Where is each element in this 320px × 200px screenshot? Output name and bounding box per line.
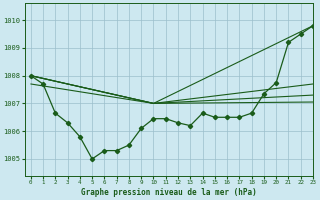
X-axis label: Graphe pression niveau de la mer (hPa): Graphe pression niveau de la mer (hPa) [81,188,257,197]
